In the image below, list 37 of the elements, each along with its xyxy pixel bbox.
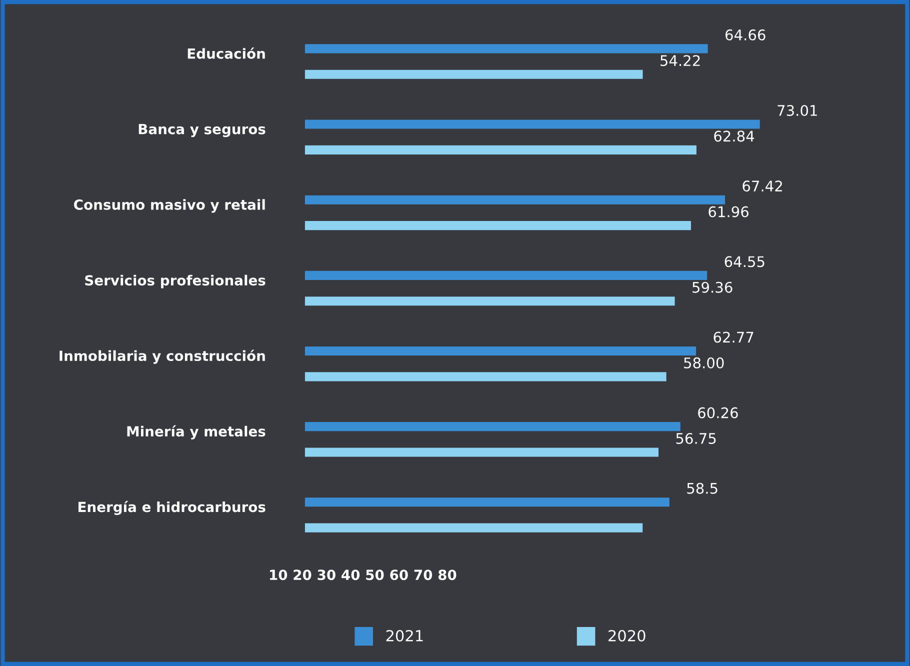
text: 10 20 30 40 50 60 70 80 [270, 570, 456, 580]
y-tick-label: Energía e hidrocarburos [78, 500, 266, 515]
data-label: 64.66 [726, 29, 766, 40]
legend-label: 2020 [608, 630, 646, 642]
bar [304, 422, 680, 432]
bar [304, 296, 675, 306]
data-label: 60.26 [698, 407, 738, 418]
bar [304, 44, 708, 54]
bar [304, 145, 696, 155]
bar [304, 523, 643, 532]
data-label: 56.75 [676, 432, 716, 444]
legend-label: 2021 [386, 630, 423, 642]
data-label: 64.55 [724, 256, 764, 268]
y-tick-label: Educación [188, 48, 265, 59]
y-tick-label: Banca y seguros [138, 124, 266, 138]
bar [304, 448, 659, 457]
y-tick-label: Minería y metales [127, 425, 266, 440]
data-label: 61.96 [708, 206, 748, 218]
bar [304, 498, 670, 507]
y-tick-label: Servicios profesionales [85, 274, 266, 288]
bar [304, 195, 726, 204]
bar [304, 221, 691, 230]
y-tick-label: Inmobilaria y construcción [60, 350, 265, 364]
data-label: 58.00 [684, 357, 724, 368]
bar [304, 372, 666, 382]
data-label: 58.5 [687, 482, 718, 494]
data-label: 54.22 [660, 55, 700, 66]
y-tick-label: Consumo masivo y retail [74, 199, 265, 213]
bar [304, 120, 760, 129]
data-label: 73.01 [778, 104, 817, 116]
bar [304, 346, 696, 356]
bar [304, 270, 708, 280]
data-label: 67.42 [742, 180, 782, 192]
data-label: 59.36 [692, 282, 732, 293]
data-label: 62.77 [714, 332, 754, 343]
bar [304, 70, 643, 79]
data-label: 62.84 [714, 130, 754, 142]
